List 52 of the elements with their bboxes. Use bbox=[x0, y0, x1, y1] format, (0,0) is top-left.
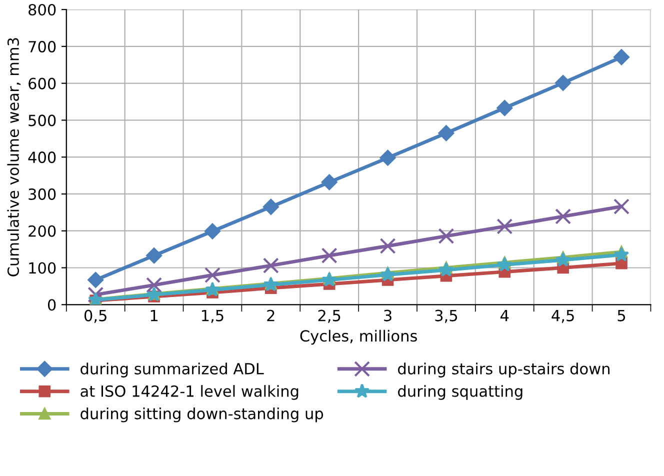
point bbox=[380, 266, 396, 282]
y-tick-label: 100 bbox=[29, 262, 56, 274]
y-tick-label: 400 bbox=[28, 152, 56, 164]
point bbox=[204, 267, 220, 284]
y-tick-label: 500 bbox=[28, 114, 56, 126]
y-tick-label: 800 bbox=[28, 4, 56, 16]
point bbox=[262, 198, 279, 215]
point bbox=[380, 238, 396, 254]
x-tick-label: 0,5 bbox=[84, 310, 106, 323]
x-axis-title: Cycles, millions bbox=[300, 330, 417, 345]
point bbox=[88, 286, 104, 303]
legend-label: during sitting down-standing up bbox=[80, 408, 324, 422]
x-tick-label: 2,5 bbox=[318, 310, 340, 323]
legend-label: during summarized ADL bbox=[80, 362, 264, 378]
x-tick-label: 3 bbox=[384, 310, 392, 322]
y-axis-title: Cumulative volume wear, mm3 bbox=[7, 38, 21, 276]
point bbox=[146, 277, 162, 294]
point bbox=[321, 248, 338, 264]
x-tick-label: 1 bbox=[150, 310, 158, 322]
point bbox=[614, 246, 630, 262]
point bbox=[380, 150, 396, 166]
x-tick-label: 4,5 bbox=[552, 310, 574, 323]
point bbox=[614, 198, 630, 214]
point bbox=[496, 256, 512, 272]
point bbox=[555, 252, 571, 267]
y-tick-label: 200 bbox=[28, 225, 56, 237]
point bbox=[321, 174, 338, 190]
y-tick-label: 300 bbox=[28, 188, 56, 200]
point bbox=[322, 272, 337, 287]
x-tick-label: 5 bbox=[618, 310, 626, 322]
point bbox=[496, 218, 513, 234]
point bbox=[204, 223, 220, 240]
x-tick-label: 2 bbox=[267, 310, 274, 322]
legend-label: during squatting bbox=[398, 385, 522, 400]
point bbox=[88, 272, 104, 288]
y-tick-label: 600 bbox=[28, 78, 56, 90]
point bbox=[438, 262, 454, 277]
x-tick-label: 3,5 bbox=[435, 310, 458, 323]
x-tick-label: 4 bbox=[500, 310, 509, 322]
point bbox=[438, 228, 454, 244]
x-tick-label: 1,5 bbox=[202, 310, 224, 323]
y-tick-label: 0 bbox=[48, 299, 56, 311]
legend-label: during stairs up-stairs down bbox=[398, 362, 610, 378]
legend-label: at ISO 14242-1 level walking bbox=[80, 385, 298, 400]
point bbox=[438, 125, 454, 142]
y-tick-label: 700 bbox=[28, 40, 56, 52]
point bbox=[555, 75, 571, 91]
point bbox=[262, 258, 279, 274]
point bbox=[555, 208, 572, 224]
point bbox=[146, 248, 162, 264]
point bbox=[496, 100, 513, 116]
point bbox=[614, 49, 630, 66]
